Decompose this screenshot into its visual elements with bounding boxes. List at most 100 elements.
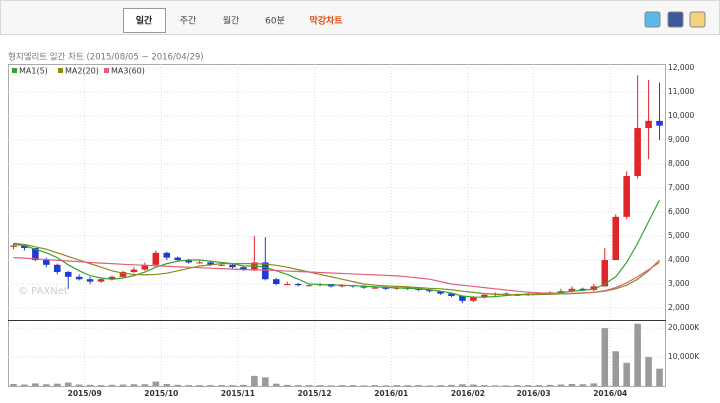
candle-body xyxy=(382,287,390,289)
candle-body xyxy=(590,286,598,291)
volume-bar xyxy=(470,384,477,386)
volume-bar xyxy=(272,383,280,386)
candle-body xyxy=(360,286,368,288)
volume-bar xyxy=(502,385,510,386)
volume-bar xyxy=(43,384,50,386)
tab-selected-box xyxy=(123,8,166,33)
x-tick-label: 2016/03 xyxy=(517,389,551,398)
candle-body xyxy=(75,276,83,280)
volume-bar xyxy=(448,384,455,386)
y-tick-label: 12,000 xyxy=(668,63,694,72)
candle-body xyxy=(294,284,302,286)
candle-body xyxy=(86,279,94,282)
tab[interactable]: 막강차트 xyxy=(309,15,343,27)
ma-line xyxy=(13,257,660,295)
volume-bar xyxy=(163,383,171,386)
volume-bar xyxy=(601,328,609,386)
volume-bar xyxy=(240,384,247,386)
volume-bar xyxy=(10,383,17,386)
volume-bar xyxy=(283,384,291,386)
candle-body xyxy=(623,176,630,217)
candle-body xyxy=(568,288,576,292)
y-tick-label: 8,000 xyxy=(668,159,690,168)
volume-bar xyxy=(294,385,302,386)
volume-bar xyxy=(623,362,630,386)
candle-body xyxy=(283,284,291,286)
legend-label: MA3(60) xyxy=(111,67,145,76)
candle-body xyxy=(481,294,488,298)
volume-bar xyxy=(130,384,138,386)
volume-bar xyxy=(415,385,422,386)
x-tick-label: 2016/01 xyxy=(374,389,408,398)
volume-bar xyxy=(546,384,554,386)
candle-body xyxy=(612,216,620,261)
candle-body xyxy=(185,260,192,263)
twitter-icon[interactable] xyxy=(644,11,661,28)
tab[interactable]: 60분 xyxy=(265,16,285,27)
watermark: © PAXNet xyxy=(18,286,68,297)
volume-bar xyxy=(152,381,160,386)
candle-body xyxy=(371,287,379,289)
volume-bar xyxy=(21,384,28,386)
volume-bar xyxy=(459,384,466,386)
candle-body xyxy=(557,291,565,293)
volume-bar xyxy=(590,383,598,386)
volume-bar xyxy=(251,375,258,386)
candle-body xyxy=(218,264,225,266)
ma-line xyxy=(13,242,660,296)
tab[interactable]: 일간 xyxy=(136,15,153,27)
y-tick-label: 10,000K xyxy=(668,352,700,361)
candle-body xyxy=(207,262,214,265)
volume-bar xyxy=(481,385,488,386)
tab[interactable]: 주간 xyxy=(180,16,197,27)
volume-bar xyxy=(86,384,94,386)
x-tick-label: 2015/12 xyxy=(298,389,332,398)
volume-bar xyxy=(218,385,225,386)
volume-bar xyxy=(557,384,565,386)
volume-bar xyxy=(513,385,521,386)
candle-body xyxy=(262,262,269,280)
volume-bar xyxy=(108,384,116,386)
facebook-icon[interactable] xyxy=(667,11,684,28)
candle-body xyxy=(459,296,466,301)
volume-bar xyxy=(634,323,641,386)
volume-bar xyxy=(75,384,83,386)
home-icon[interactable] xyxy=(689,11,706,28)
volume-bar xyxy=(53,383,61,386)
volume-bar xyxy=(174,384,182,386)
volume-bar xyxy=(382,385,390,386)
candle-body xyxy=(141,264,149,270)
volume-bar xyxy=(64,382,72,386)
plot xyxy=(10,75,663,386)
plot-frame xyxy=(8,64,666,387)
y-tick-label: 3,000 xyxy=(668,279,690,288)
volume-bar xyxy=(612,351,620,386)
volume-bar xyxy=(32,383,39,386)
y-tick-label: 11,000 xyxy=(668,87,694,96)
candle-body xyxy=(240,267,247,270)
volume-bar xyxy=(360,385,368,386)
candle-body xyxy=(64,272,72,277)
candle-body xyxy=(579,288,587,291)
candle-body xyxy=(163,252,171,258)
volume-bar xyxy=(568,383,576,386)
tab-bar xyxy=(0,0,720,35)
tab[interactable]: 월간 xyxy=(223,15,240,27)
volume-bar xyxy=(371,385,379,386)
chart-title: 형지엘리트 일간 차트 (2015/08/05 ~ 2016/04/29) xyxy=(8,52,204,63)
candle-body xyxy=(10,245,17,247)
candle-body xyxy=(601,260,609,287)
volume-bar xyxy=(645,357,652,386)
candle-body xyxy=(272,279,280,285)
candle-body xyxy=(229,264,236,268)
volume-bar xyxy=(305,385,313,386)
candle-body xyxy=(108,276,116,280)
volume-bar xyxy=(316,385,324,386)
legend-swatch xyxy=(104,68,109,73)
volume-bar xyxy=(491,385,499,386)
y-tick-label: 2,000 xyxy=(668,303,690,312)
x-tick-label: 2015/11 xyxy=(221,389,255,398)
y-tick-label: 20,000K xyxy=(668,323,700,332)
candle-body xyxy=(448,293,455,297)
